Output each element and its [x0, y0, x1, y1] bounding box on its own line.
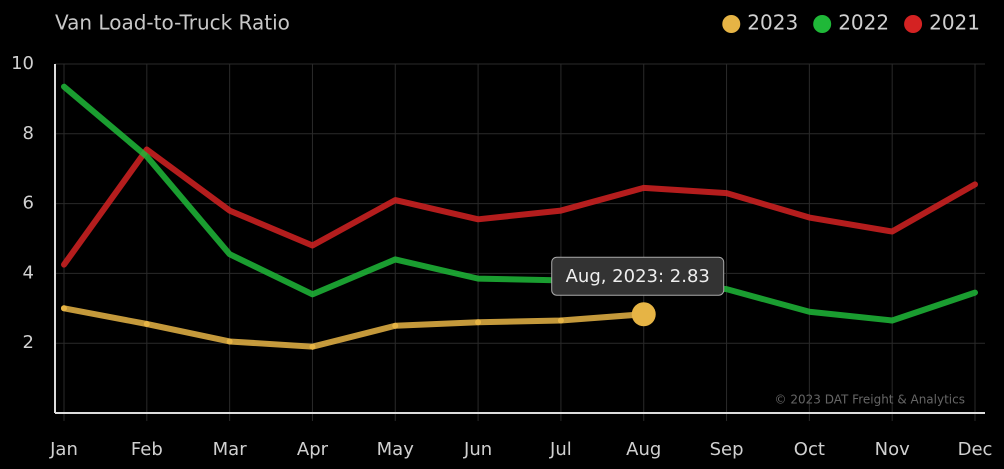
point — [557, 317, 564, 324]
tooltip-box — [551, 256, 725, 296]
x-tick-label: Nov — [875, 439, 910, 460]
series-line — [61, 305, 647, 350]
legend-label: 2021 — [929, 11, 980, 35]
legend-label: 2022 — [838, 11, 889, 35]
legend-label: 2023 — [747, 11, 798, 35]
y-tick-label: 6 — [23, 193, 34, 214]
y-tick-label: 4 — [23, 262, 34, 283]
series-line — [61, 83, 978, 324]
point — [392, 322, 399, 329]
x-tick-label: Oct — [794, 439, 825, 460]
point — [475, 319, 482, 326]
x-tick-label: May — [377, 439, 415, 460]
point — [143, 321, 150, 328]
series-line — [61, 146, 978, 268]
legend-swatch — [904, 15, 923, 33]
x-tick-label: Mar — [213, 439, 248, 460]
tooltip: Aug, 2023: 2.83 — [566, 266, 710, 287]
x-tick-label: Jun — [463, 439, 492, 460]
y-tick-label: 10 — [11, 53, 34, 74]
x-tick-label: Aug — [626, 439, 661, 460]
credit: © 2023 DAT Freight & Analytics — [775, 393, 965, 407]
x-tick-label: Dec — [958, 439, 993, 460]
point — [61, 305, 67, 312]
x-tick-label: Jul — [549, 439, 572, 460]
legend-swatch — [722, 15, 741, 33]
x-tick-label: Apr — [297, 439, 329, 460]
chart-title: Van Load-to-Truck Ratio — [55, 11, 290, 35]
point — [226, 338, 233, 345]
highlight-point — [631, 302, 656, 327]
y-tick-label: 8 — [23, 123, 34, 144]
x-tick-label: Jan — [49, 439, 78, 460]
y-tick-label: 2 — [23, 332, 34, 353]
x-tick-label: Feb — [131, 439, 163, 460]
legend-swatch — [813, 15, 832, 33]
point — [309, 343, 316, 350]
x-tick-label: Sep — [710, 439, 744, 460]
